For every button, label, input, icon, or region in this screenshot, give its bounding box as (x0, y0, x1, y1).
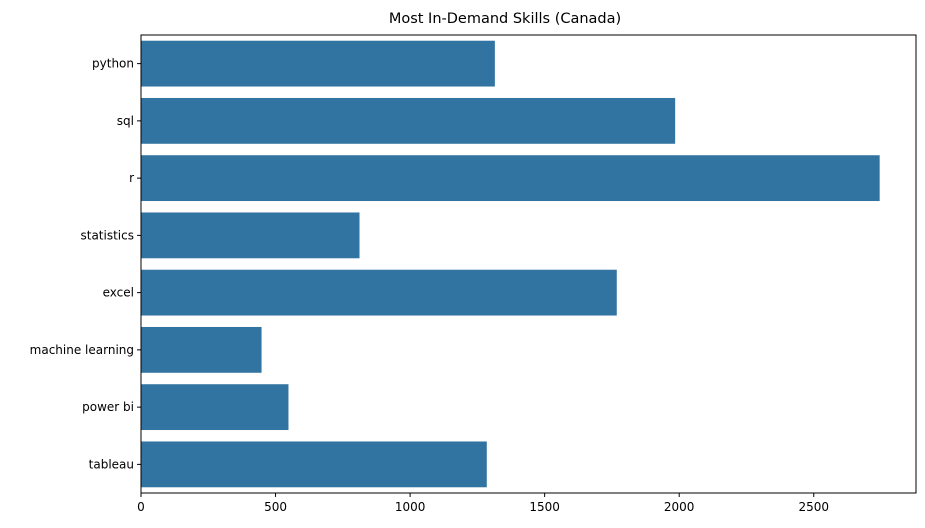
y-tick-label-sql: sql (117, 114, 134, 128)
x-tick-label-500: 500 (264, 500, 287, 514)
bars-layer (141, 40, 880, 488)
y-tick-label-python: python (92, 57, 134, 71)
x-tick-label-2500: 2500 (798, 500, 829, 514)
y-tick-label-machine-learning: machine learning (30, 343, 134, 357)
bar-statistics (141, 212, 360, 259)
x-tick-label-1500: 1500 (529, 500, 560, 514)
bar-power-bi (141, 384, 289, 431)
y-tick-label-power-bi: power bi (82, 400, 134, 414)
bar-machine-learning (141, 326, 262, 373)
y-tick-label-excel: excel (103, 286, 134, 300)
bar-tableau (141, 441, 487, 488)
y-tick-label-statistics: statistics (81, 228, 135, 242)
plot-frame (140, 34, 917, 494)
axes-layer (140, 34, 917, 494)
bar-r (141, 155, 880, 202)
x-tick-label-0: 0 (137, 500, 145, 514)
y-ticks-layer: python sql r statistics excel machine learnin… (30, 57, 141, 471)
x-tick-label-1000: 1000 (395, 500, 426, 514)
y-tick-label-tableau: tableau (89, 457, 134, 471)
chart-title: Most In-Demand Skills (Canada) (389, 11, 621, 27)
bar-python (141, 40, 495, 87)
y-tick-label-r: r (129, 171, 134, 185)
x-tick-label-2000: 2000 (664, 500, 695, 514)
x-ticks-layer: 0 500 1000 1500 2000 2500 (137, 493, 829, 514)
bar-excel (141, 269, 617, 316)
bar-sql (141, 97, 676, 144)
